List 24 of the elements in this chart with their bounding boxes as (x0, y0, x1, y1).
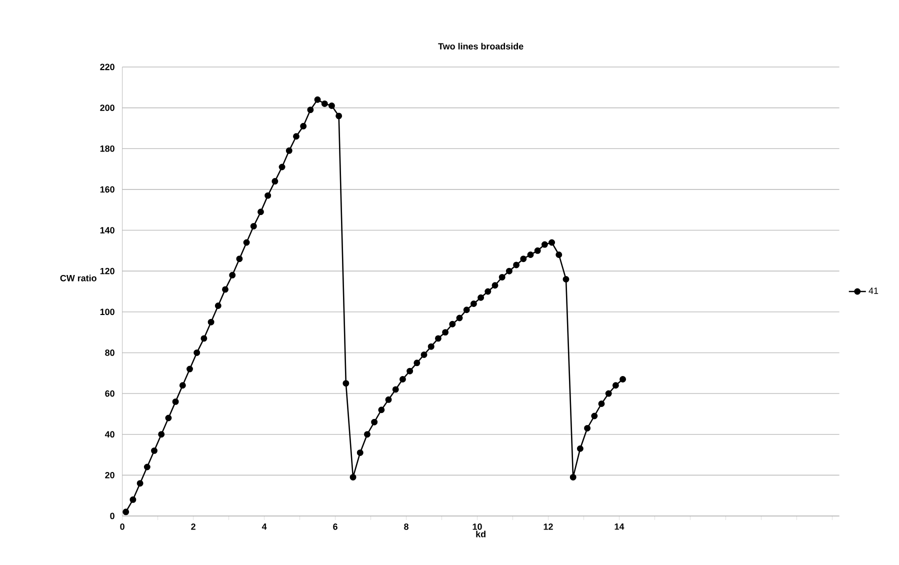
x-tick-label: 0 (120, 524, 124, 530)
x-axis-title: kd (476, 530, 486, 538)
x-tick-label: 4 (262, 524, 267, 530)
y-axis-title: CW ratio (60, 274, 96, 282)
y-tick-label: 0 (110, 512, 114, 520)
y-tick-label: 120 (100, 268, 114, 274)
y-tick-label: 80 (105, 350, 114, 356)
y-tick-label: 220 (100, 64, 114, 70)
y-tick-label: 60 (105, 390, 114, 397)
x-tick-label: 6 (333, 524, 338, 530)
chart-title: Two lines broadside (438, 42, 524, 50)
x-tick-label: 12 (544, 524, 553, 530)
legend-label: 41 (868, 288, 878, 294)
y-tick-label: 160 (100, 186, 114, 193)
y-tick-label: 20 (105, 472, 114, 478)
y-tick-label: 40 (104, 431, 114, 438)
x-tick-label: 2 (191, 524, 196, 530)
y-tick-label: 140 (100, 227, 114, 234)
x-tick-label: 10 (472, 524, 482, 530)
y-tick-label: 100 (100, 308, 114, 316)
x-tick-label: 8 (404, 524, 408, 530)
y-tick-label: 180 (100, 145, 114, 152)
x-tick-label: 14 (614, 524, 624, 530)
y-tick-label: 200 (100, 104, 114, 111)
